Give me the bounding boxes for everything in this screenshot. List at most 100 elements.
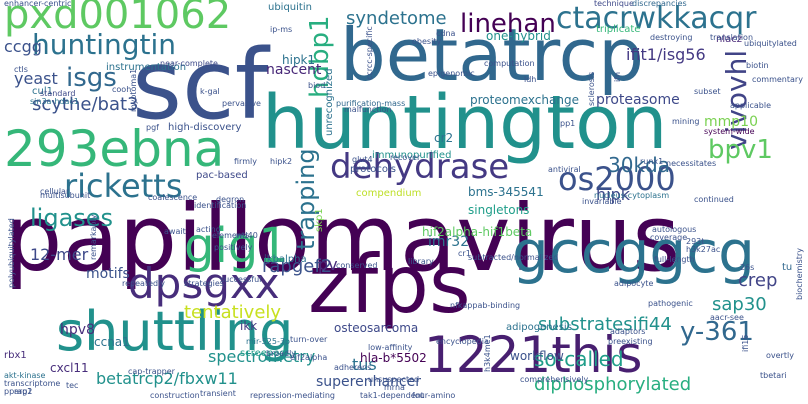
word: cap-trapper [128,367,176,376]
word: tbetari [760,371,787,380]
word: necessitates [666,159,716,168]
word: autologous [652,225,696,234]
word: h3k27ac [686,245,720,254]
word: recover [390,153,421,162]
word: pgf [146,123,159,132]
word: hipk2 [270,157,292,166]
word: dehydrase [330,147,509,187]
word: pparg2 [4,387,32,396]
word: unsuspected [368,375,419,384]
word: scythe/bat3 [32,94,139,115]
word: library [408,257,434,266]
word: skp1 [314,208,325,232]
word: trapping [292,148,320,250]
word: broadly [266,349,296,358]
word: ccrcc-specific [365,26,374,80]
word: zfps [308,238,471,331]
word: hla-b*5502 [360,351,427,365]
word: one-hybrid [486,29,551,43]
word: instrumentation [106,62,186,73]
word: singletons [468,203,529,217]
word: rbx1 [4,350,27,361]
word: purification-mass [336,99,405,108]
word: bms-345541 [468,185,544,199]
word: cellular [40,187,70,196]
word: gig1 [184,218,289,274]
word: malfunction [344,105,392,114]
word: mmp10 [704,114,758,130]
word: adherens [334,363,371,372]
word: comprehensively [520,375,589,384]
word: destroying [650,33,692,42]
word: multisubunit [40,191,90,200]
word: repression-mediating [250,391,335,400]
word: triplicate [596,24,640,35]
word: shuttling [56,300,293,363]
word: await [164,227,186,236]
word: system-wide [704,127,755,136]
word: mrna [384,383,405,392]
word: successful [220,275,261,284]
word: aacr-see [710,313,744,322]
word: superenhancer [316,374,421,390]
word: 1221this [424,326,642,384]
word: tec [66,381,78,390]
word: computation [484,59,535,68]
word: turn-over [290,335,328,344]
word: os2000 [558,160,676,198]
word: tus [352,355,377,374]
word: ldh [524,75,536,84]
word: ctls [14,65,28,74]
word: overtly [766,351,794,360]
word: bpv1 [708,135,773,165]
word: continued [694,195,734,204]
word: betatrcp [340,13,644,97]
word: h3k4me1 [483,334,492,372]
word: discrepancies [632,0,687,8]
word: so-called [534,347,624,371]
word: tak1-dependent [360,391,424,400]
word: tu [782,262,792,273]
word: isgs [66,63,117,93]
word: proteomexchange [470,93,579,107]
word: vivovhl [720,50,753,150]
word: pp1 [560,119,575,128]
word: compendium [356,188,421,199]
word: remarkably [89,214,98,260]
word: tentatively [184,302,281,323]
word: nfkappab-binding [450,301,520,310]
word: rapgef2 [262,256,332,277]
word: cul1 [32,86,53,97]
word: technique [594,0,634,8]
word: gccggcg [512,218,755,286]
word: huntington [262,80,667,166]
word: workflow [510,349,564,363]
word: rap1 [14,387,32,396]
word: coalescence [148,193,197,202]
word: 12-mer [30,245,89,264]
word: cdna [436,29,456,38]
word: standard [40,89,75,98]
word: strategies [184,279,224,288]
word: linehan [460,9,556,39]
word: repeatedly [122,279,165,288]
word: ubiquitylated [744,39,797,48]
word: crep [738,270,777,291]
word: nucleus-cytoplasm [594,191,669,200]
word: betatrcp2/fbxw11 [96,369,238,388]
word: osteosarcoma [334,321,418,335]
word: encyclopedia [436,337,489,346]
word: cr2 [434,131,453,145]
word: ligases [30,204,113,232]
word: ikk [240,319,257,333]
word: spectrometry [208,347,315,366]
word: 30kda [608,153,670,177]
word: imr32 [428,234,469,250]
word: 293t [686,237,704,246]
word: wd40 [236,231,258,240]
word: pervasive [222,99,261,108]
word: ccgg [4,37,42,56]
word: glut4 [352,155,373,164]
word: substratesifi44 [538,314,672,335]
